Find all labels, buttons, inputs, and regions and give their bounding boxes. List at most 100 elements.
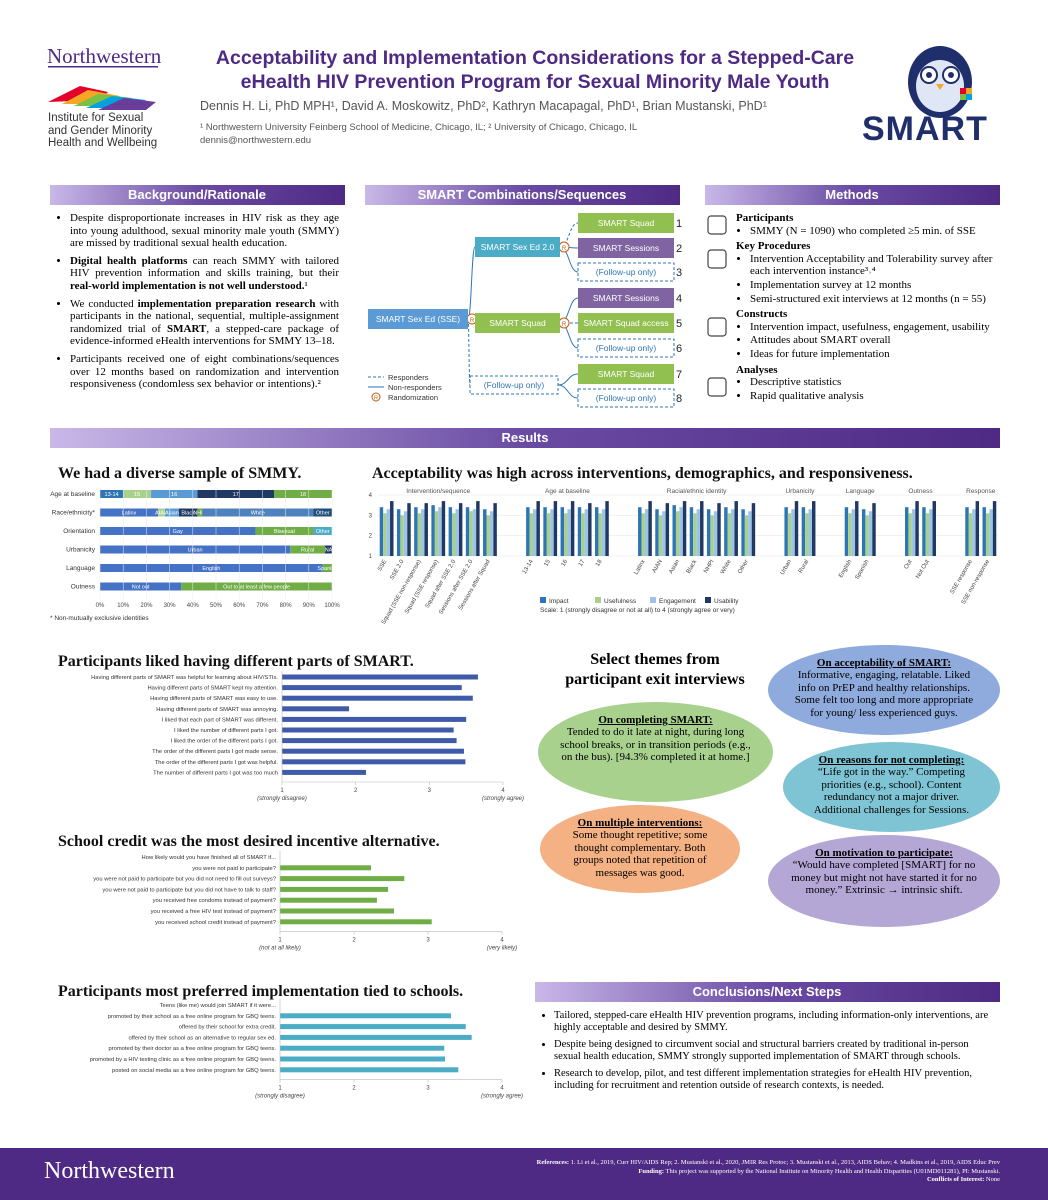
chart-title: School credit was the most desired incen…	[58, 833, 440, 850]
bar	[584, 509, 589, 556]
x-tick-label: Sessions after Squad	[458, 559, 492, 611]
bar	[855, 501, 859, 556]
theme-text: On multiple interventions: Some thought r…	[562, 817, 718, 879]
section-title: Methods	[825, 187, 878, 202]
bar	[493, 503, 497, 556]
bar	[280, 897, 377, 903]
bar	[638, 507, 642, 556]
category-label: you were not paid to participate?	[192, 866, 277, 872]
bar	[679, 507, 683, 556]
bar	[741, 509, 745, 556]
methods-text: ParticipantsSMMY (N = 1090) who complete…	[736, 212, 1000, 405]
bar	[533, 509, 537, 556]
footer-bar	[0, 1148, 1048, 1200]
bar	[982, 507, 986, 556]
bullet-text: real-world implementation is not well un…	[70, 279, 305, 292]
theme-body: “Life got in the way.” Competing priorit…	[813, 766, 970, 816]
x-tick-label: White	[720, 558, 733, 575]
theme-body: Some thought repetitive; some thought co…	[572, 829, 708, 879]
x-tick-label: 1	[278, 938, 282, 944]
bar	[282, 769, 366, 775]
bar	[805, 513, 809, 556]
bar	[706, 509, 711, 556]
bar	[390, 501, 394, 556]
bar	[808, 509, 812, 556]
methods-section: ConstructsIntervention impact, usefulnes…	[736, 308, 1000, 360]
section-header-bar	[535, 982, 1000, 1002]
bar	[872, 503, 876, 556]
category-label: I liked the order of the different parts…	[170, 739, 278, 745]
section-header-bar	[705, 185, 1000, 205]
x-tick-label: Black	[686, 558, 699, 575]
bar	[801, 507, 806, 556]
bar	[989, 509, 993, 556]
theme-heading: On acceptability of SMART:	[816, 657, 952, 669]
methods-icon	[707, 317, 727, 337]
legend-marker-label: R	[374, 396, 378, 402]
methods-item: Intervention Acceptability and Tolerabil…	[750, 253, 1000, 278]
theme-body: Informative, engaging, relatable. Liked …	[794, 669, 974, 719]
theme-body: Tended to do it late at night, during lo…	[560, 726, 751, 764]
x-tick-label: 3	[426, 938, 430, 944]
bar	[489, 511, 494, 556]
flow-node	[578, 288, 674, 308]
bar	[865, 515, 869, 556]
segment-label: 18	[300, 492, 306, 498]
category-label: Having different parts of SMART kept my …	[148, 686, 279, 692]
bar	[280, 1024, 466, 1030]
bar	[665, 503, 670, 556]
stacked-segment	[181, 582, 332, 591]
y-tick-label: 1	[369, 554, 373, 560]
flow-node	[475, 237, 560, 257]
legend-label: Non-responders	[388, 383, 442, 392]
bar	[282, 706, 350, 712]
stacked-segment	[151, 490, 198, 498]
background-text: Despite disproportionate increases in HI…	[56, 212, 339, 396]
conclusions-text: Tailored, stepped-care eHealth HIV preve…	[540, 1010, 998, 1097]
bullet-text: We conducted	[70, 297, 138, 310]
bullet-list: Despite disproportionate increases in HI…	[56, 212, 339, 391]
bar	[710, 515, 714, 556]
scale-label: (strongly disagree)	[255, 1094, 305, 1100]
segment-label: Not out	[132, 585, 150, 591]
bar	[529, 513, 533, 556]
sequence-number: 3	[676, 267, 682, 279]
funding: Funding: This project was supported by t…	[330, 1168, 1000, 1177]
category-label: The order of the different parts I got w…	[155, 760, 279, 766]
bar	[280, 876, 405, 882]
flow-node-label: SMART Sex Ed 2.0	[481, 242, 555, 252]
theme-heading: On reasons for not completing:	[818, 754, 965, 766]
section-header-bar	[50, 185, 345, 205]
x-tick-label: Asian	[668, 559, 681, 575]
flow-node	[577, 388, 675, 408]
conclusion-item: Tailored, stepped-care eHealth HIV preve…	[554, 1010, 998, 1034]
bar	[932, 501, 936, 556]
category-label: offered by their school for extra credit…	[179, 1025, 277, 1031]
methods-item: Semi-structured exit interviews at 12 mo…	[750, 293, 1000, 306]
bar	[731, 509, 735, 556]
methods-heading: Analyses	[736, 363, 778, 376]
bar	[851, 509, 856, 556]
bar	[280, 1034, 472, 1040]
legend-label: Engagement	[659, 598, 696, 605]
bar	[812, 501, 816, 556]
segment-label: 15	[134, 492, 140, 498]
institute-line: Health and Wellbeing	[48, 137, 158, 149]
bar	[282, 685, 462, 691]
sequence-number: 1	[676, 218, 682, 230]
methods-section: AnalysesDescriptive statisticsRapid qual…	[736, 364, 1000, 403]
section-title: Conclusions/Next Steps	[693, 984, 842, 999]
stacked-segment	[322, 564, 332, 572]
institute-logo-graphic	[48, 66, 158, 110]
flow-edge	[467, 246, 476, 320]
bar	[700, 501, 704, 556]
legend-swatch	[705, 597, 711, 603]
bullet: We conducted implementation preparation …	[70, 298, 339, 348]
smart-owl	[908, 46, 972, 118]
flow-node	[578, 313, 674, 333]
email: dennis@northwestern.edu	[200, 135, 312, 146]
x-tick-label: 18	[595, 558, 604, 567]
segment-label: Bisexual	[274, 529, 295, 535]
category-label: you received school credit instead of pa…	[155, 920, 277, 926]
methods-list: Intervention Acceptability and Tolerabil…	[736, 253, 1000, 305]
